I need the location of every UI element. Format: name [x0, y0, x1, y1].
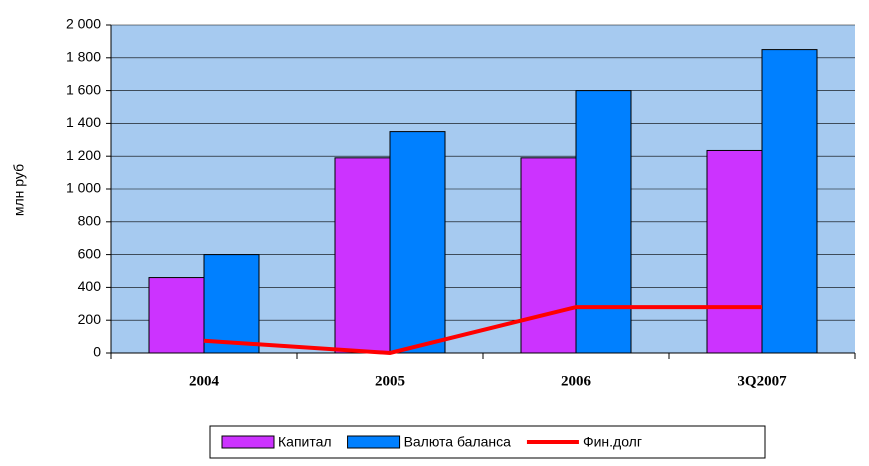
y-tick-label: 600 [78, 245, 102, 261]
x-tick-label: 3Q2007 [737, 373, 787, 389]
legend-box [209, 425, 766, 459]
y-tick-label: 1 400 [66, 114, 101, 130]
bar [575, 90, 632, 354]
y-tick-label: 1 800 [66, 49, 101, 65]
y-tick-label: 0 [93, 344, 101, 360]
y-tick-label: 800 [78, 213, 102, 229]
y-tick-label: 2 000 [66, 16, 101, 32]
bar [706, 149, 763, 354]
y-tick-label: 1 000 [66, 180, 101, 196]
bar [761, 49, 818, 354]
legend-swatch [221, 435, 275, 449]
y-axis-label: млн руб [11, 164, 27, 216]
legend-label: Капитал [278, 434, 332, 450]
bar [520, 157, 577, 354]
line [203, 305, 762, 356]
y-tick-label: 400 [78, 278, 102, 294]
x-tick-label: 2005 [375, 373, 405, 389]
y-tick-label: 200 [78, 311, 102, 327]
x-tick-label: 2006 [561, 373, 592, 389]
legend-swatch [347, 435, 401, 449]
bar [389, 131, 446, 354]
x-tick-label: 2004 [189, 373, 220, 389]
y-tick-label: 1 200 [66, 147, 101, 163]
y-tick-label: 1 600 [66, 81, 101, 97]
legend-label: Валюта баланса [404, 434, 512, 450]
legend-label: Фин.долг [583, 434, 642, 450]
bar [148, 277, 205, 354]
bar [334, 157, 391, 354]
bar [203, 254, 260, 354]
